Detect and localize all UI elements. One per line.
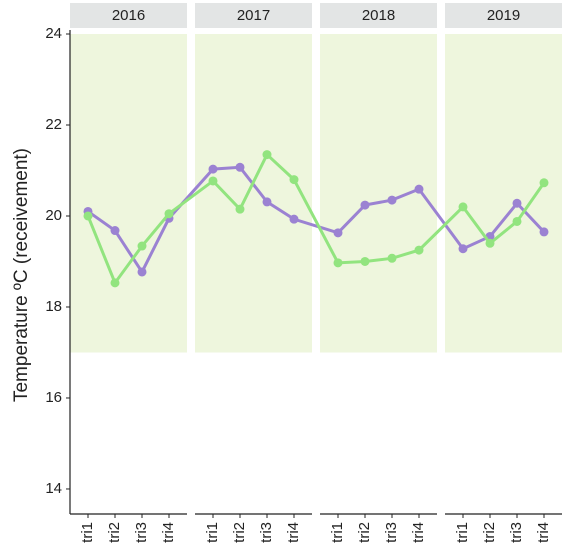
point <box>208 164 218 174</box>
point <box>110 226 120 236</box>
point <box>360 200 370 210</box>
point <box>414 184 424 194</box>
x-tick-label: tri4 <box>160 522 177 543</box>
series-line <box>87 165 546 275</box>
x-tick-label: tri2 <box>481 522 498 543</box>
facet-strip <box>320 3 437 28</box>
y-tick-label: 16 <box>45 389 62 406</box>
point <box>137 267 147 277</box>
point <box>262 150 272 160</box>
y-tick-label: 18 <box>45 298 62 315</box>
point <box>360 256 370 266</box>
x-tick-label: tri3 <box>383 522 400 543</box>
point <box>235 162 245 172</box>
y-tick-label: 14 <box>45 480 62 497</box>
facet-label: 2016 <box>112 7 145 24</box>
point <box>539 227 549 237</box>
x-tick-label: tri1 <box>204 522 221 543</box>
facet-label: 2019 <box>487 7 520 24</box>
band <box>195 34 312 353</box>
facet-label: 2018 <box>362 7 395 24</box>
x-tick-label: tri2 <box>356 522 373 543</box>
y-axis-label: Temperature ºC (receivement) <box>11 148 32 402</box>
band <box>70 34 187 353</box>
point <box>539 178 549 188</box>
facet-label: 2017 <box>237 7 270 24</box>
point <box>289 214 299 224</box>
y-tick-label: 20 <box>45 207 62 224</box>
point <box>512 198 522 208</box>
point <box>83 211 93 221</box>
point <box>485 238 495 248</box>
x-tick-label: tri4 <box>535 522 552 543</box>
series-line <box>86 152 546 286</box>
x-tick-label: tri3 <box>258 522 275 543</box>
facet-strip <box>70 3 187 28</box>
facet-strip <box>195 3 312 28</box>
band <box>445 34 562 353</box>
x-tick-label: tri2 <box>231 522 248 543</box>
y-tick-label: 22 <box>45 116 62 133</box>
point <box>110 278 120 288</box>
y-tick-label: 24 <box>45 25 62 42</box>
point <box>458 244 468 254</box>
x-tick-label: tri4 <box>285 522 302 543</box>
x-tick-label: tri1 <box>79 522 96 543</box>
point <box>137 241 147 251</box>
point <box>262 197 272 207</box>
x-tick-label: tri3 <box>133 522 150 543</box>
x-tick-label: tri3 <box>508 522 525 543</box>
facet-strip <box>445 3 562 28</box>
point <box>512 216 522 226</box>
x-tick-label: tri1 <box>454 522 471 543</box>
point <box>333 258 343 268</box>
point <box>387 195 397 205</box>
x-tick-label: tri2 <box>106 522 123 543</box>
point <box>414 245 424 255</box>
point <box>333 228 343 238</box>
point <box>164 209 174 219</box>
x-tick-label: tri1 <box>329 522 346 543</box>
point <box>208 176 218 186</box>
x-tick-label: tri4 <box>410 522 427 543</box>
point <box>387 253 397 263</box>
point <box>235 204 245 214</box>
point <box>458 202 468 212</box>
point <box>289 175 299 185</box>
